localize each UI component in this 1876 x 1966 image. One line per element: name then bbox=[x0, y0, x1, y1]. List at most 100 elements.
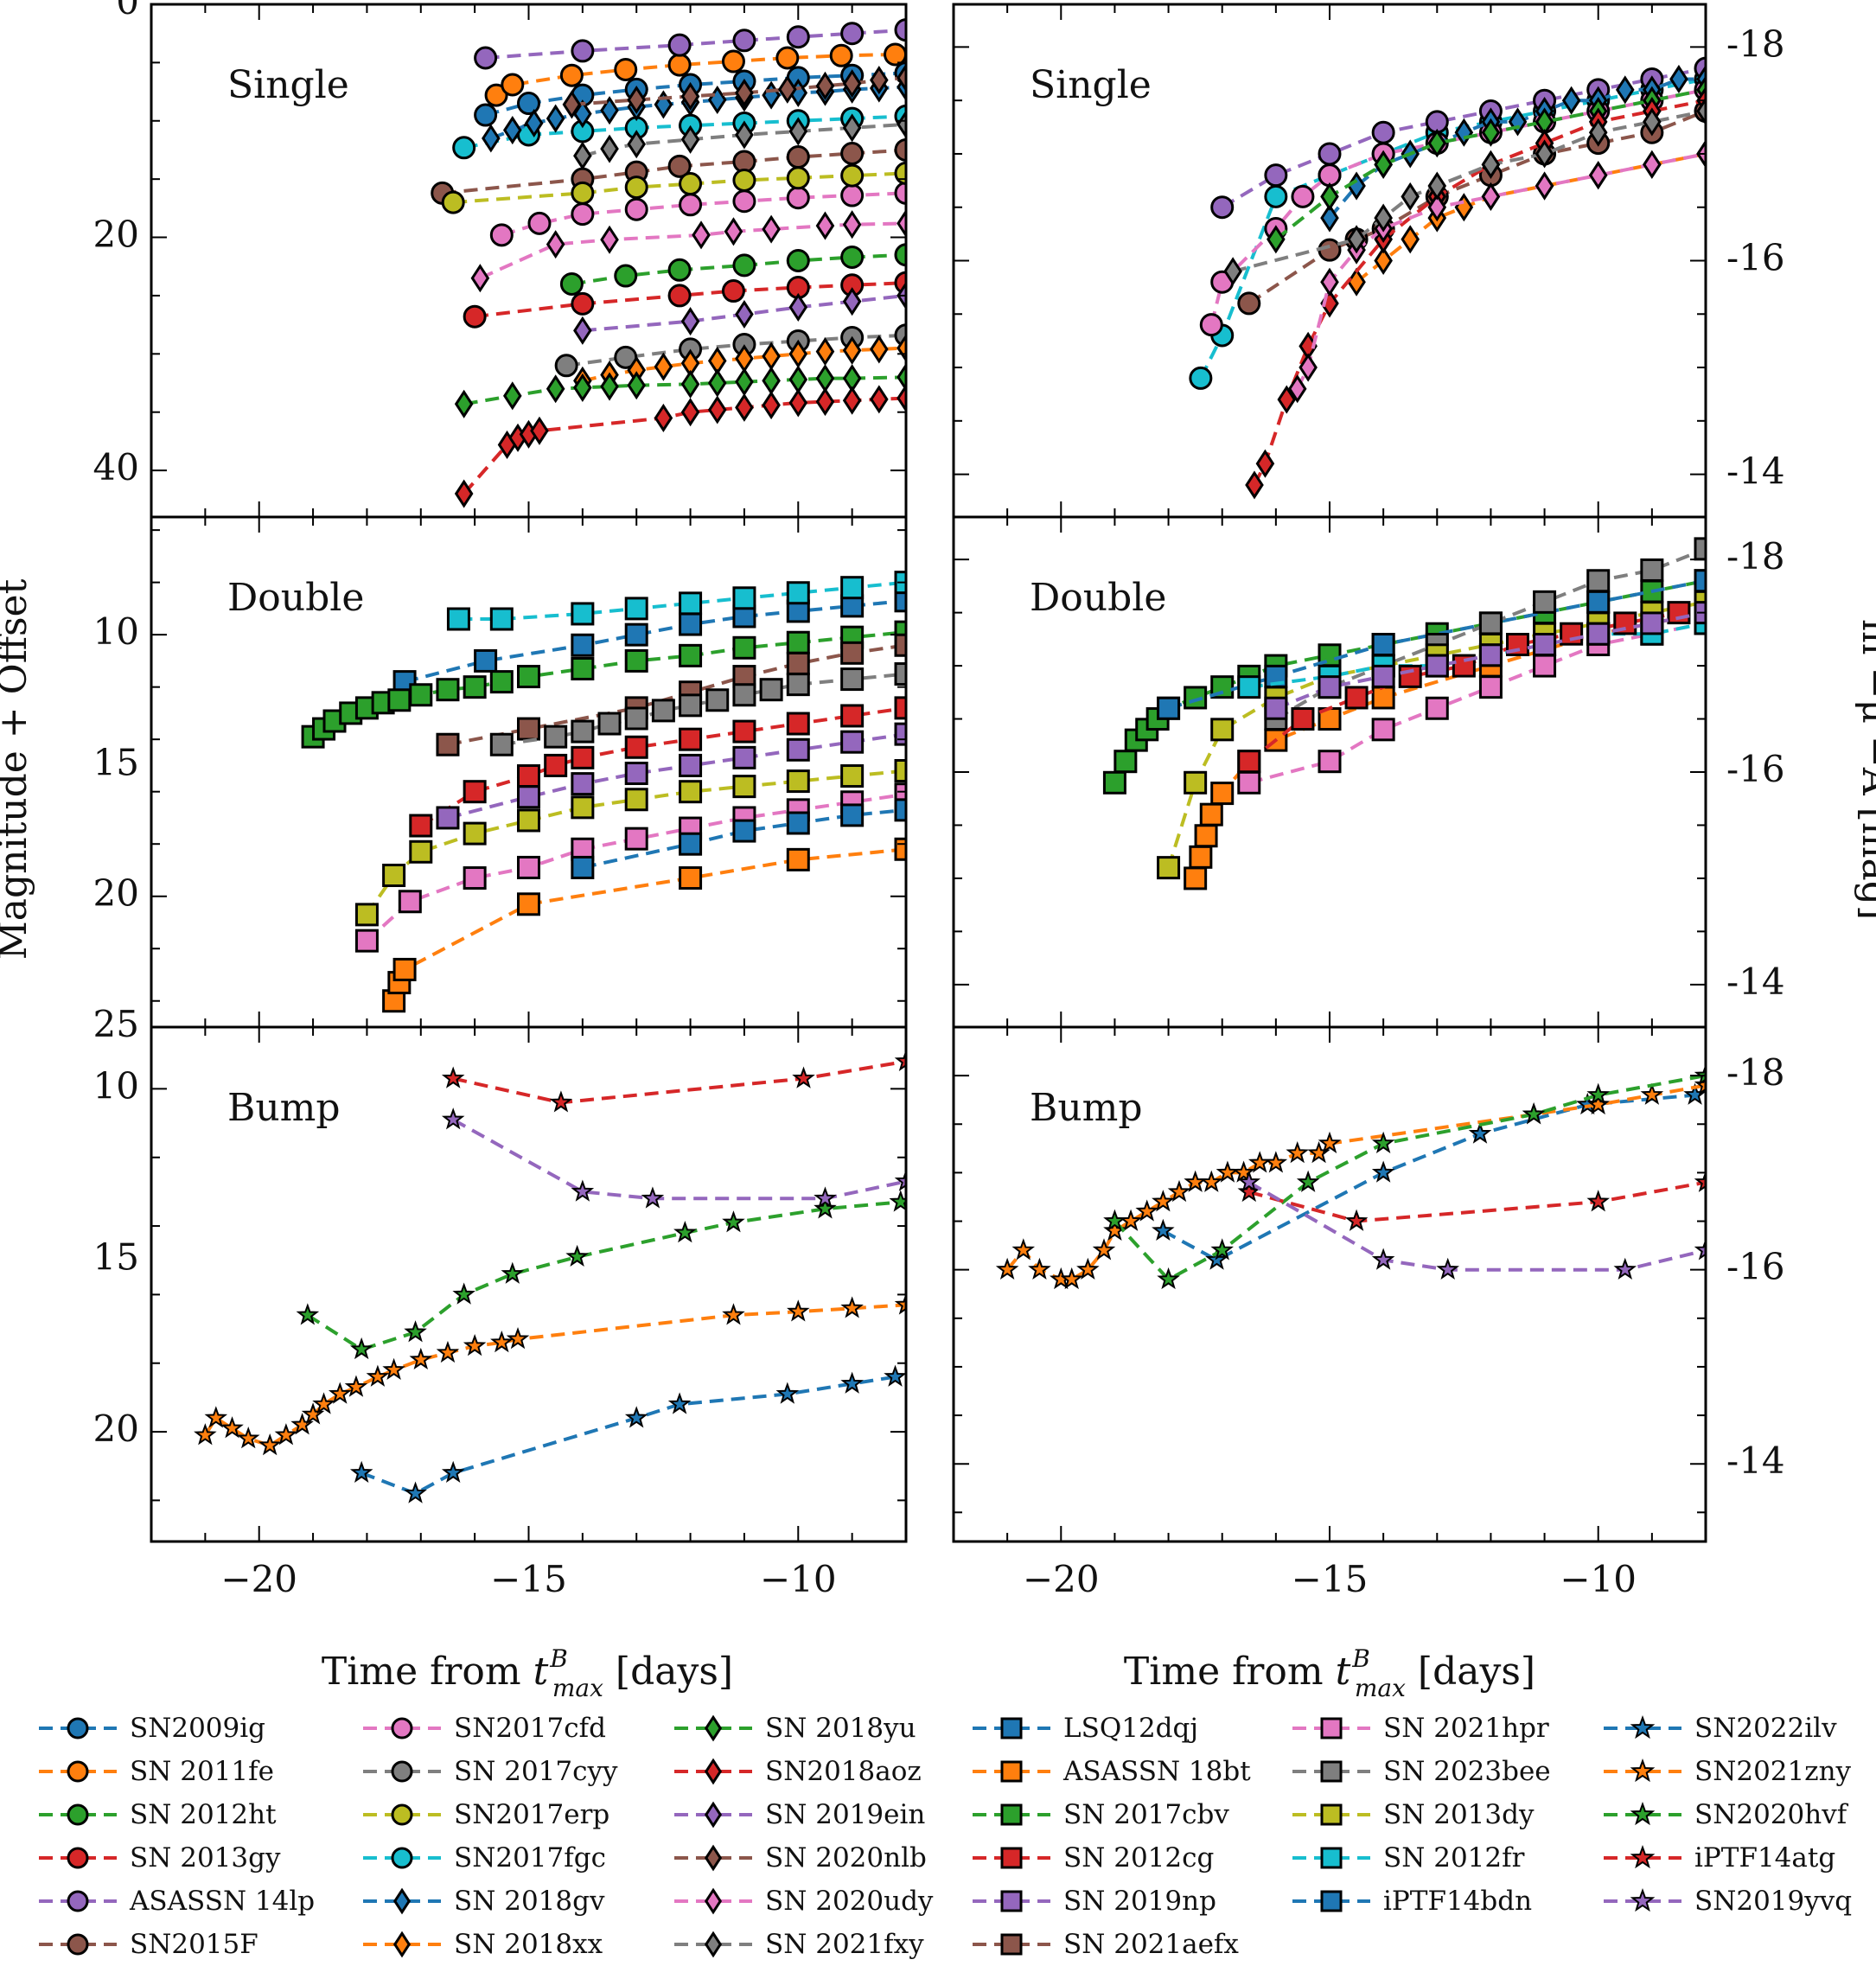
data-point bbox=[562, 90, 582, 119]
data-point bbox=[1189, 845, 1213, 869]
data-point bbox=[1374, 150, 1393, 179]
legend-marker bbox=[704, 1714, 723, 1742]
series-line bbox=[1113, 1074, 1706, 1282]
data-point bbox=[786, 25, 810, 49]
data-point bbox=[463, 821, 487, 846]
panels: 0 20 40 Single -18 -16 -14 Single 10 15 20 25 Double… bbox=[93, 0, 1785, 1600]
data-point bbox=[788, 117, 808, 146]
data-point bbox=[1694, 1238, 1706, 1261]
ticks bbox=[150, 3, 907, 517]
legend-label: SN2020hvf bbox=[1694, 1799, 1849, 1830]
legend-item: SN 2021hpr bbox=[1292, 1713, 1549, 1744]
data-point bbox=[705, 688, 730, 712]
data-point bbox=[842, 287, 862, 316]
legend-item: SN 2019ein bbox=[674, 1799, 925, 1830]
data-point bbox=[840, 163, 865, 188]
data-point bbox=[1103, 1209, 1126, 1231]
data-point bbox=[1533, 590, 1557, 614]
series-iptf14atg bbox=[441, 1049, 906, 1113]
data-point bbox=[463, 1333, 487, 1356]
data-point bbox=[786, 847, 810, 871]
y-tick-label: 40 bbox=[93, 446, 139, 488]
data-point bbox=[1028, 1257, 1051, 1280]
panel-label: Double bbox=[1030, 576, 1166, 620]
data-point bbox=[667, 258, 692, 282]
data-point bbox=[1613, 1257, 1637, 1280]
data-point bbox=[732, 189, 756, 214]
data-point bbox=[274, 1423, 298, 1446]
panel-label: Bump bbox=[227, 1086, 341, 1130]
legend-marker bbox=[67, 1933, 89, 1956]
data-point bbox=[571, 202, 595, 227]
data-point bbox=[679, 780, 703, 804]
data-point bbox=[1427, 129, 1447, 158]
data-point bbox=[735, 299, 754, 329]
data-point bbox=[1535, 139, 1554, 169]
legend-label: SN 2012cg bbox=[1063, 1842, 1214, 1873]
legend-marker bbox=[1630, 1887, 1656, 1912]
data-point bbox=[1401, 225, 1420, 254]
data-point bbox=[679, 591, 703, 616]
y-tick-label: 25 bbox=[93, 1003, 139, 1045]
data-point bbox=[680, 398, 700, 427]
data-point bbox=[573, 141, 592, 170]
data-point bbox=[775, 46, 800, 70]
data-point bbox=[1102, 770, 1126, 795]
data-point bbox=[1586, 1092, 1610, 1115]
data-point bbox=[571, 39, 595, 63]
series-sn-2019np bbox=[1264, 601, 1706, 720]
legend-marker bbox=[1630, 1714, 1656, 1739]
data-point bbox=[392, 957, 417, 981]
data-point bbox=[517, 855, 540, 879]
data-point bbox=[597, 712, 622, 736]
data-point bbox=[840, 803, 865, 827]
legend-item: SN 2021fxy bbox=[674, 1929, 924, 1960]
data-point bbox=[1588, 161, 1608, 190]
data-point bbox=[524, 108, 544, 138]
data-point bbox=[1586, 569, 1611, 593]
data-point bbox=[624, 735, 648, 759]
x-tick-label: −10 bbox=[1560, 1558, 1637, 1600]
data-point bbox=[624, 176, 648, 200]
data-point bbox=[573, 316, 592, 345]
x-tick-label: −20 bbox=[220, 1558, 297, 1600]
legend-marker bbox=[1320, 1847, 1343, 1869]
data-point bbox=[840, 245, 865, 269]
data-point bbox=[398, 890, 422, 914]
panel-label: Bump bbox=[1030, 1086, 1143, 1130]
data-point bbox=[762, 80, 781, 110]
data-point bbox=[815, 337, 835, 367]
data-point bbox=[786, 186, 810, 210]
legend-marker bbox=[1000, 1933, 1023, 1956]
series-sn2018aoz bbox=[454, 383, 906, 508]
data-point bbox=[1533, 654, 1557, 678]
plot-area bbox=[301, 571, 906, 1013]
data-point bbox=[1481, 182, 1501, 211]
legend-marker bbox=[1630, 1758, 1656, 1783]
legend-marker bbox=[1630, 1844, 1656, 1869]
data-point bbox=[565, 1244, 589, 1267]
data-point bbox=[680, 307, 700, 336]
data-point bbox=[328, 1382, 352, 1404]
panel-label: Single bbox=[1030, 63, 1152, 107]
data-point bbox=[517, 764, 540, 788]
data-point bbox=[667, 53, 692, 77]
legend-label: LSQ12dqj bbox=[1063, 1713, 1198, 1744]
legend-item: SN2021zny bbox=[1604, 1756, 1852, 1787]
legend-label: SN2017erp bbox=[454, 1799, 609, 1830]
series-line bbox=[452, 1059, 906, 1105]
data-point bbox=[1694, 569, 1706, 593]
series-asassn-18bt bbox=[382, 837, 906, 1013]
data-point bbox=[732, 253, 756, 278]
data-point bbox=[680, 124, 700, 154]
data-point bbox=[1237, 1179, 1261, 1203]
y-tick-label: -18 bbox=[1726, 22, 1785, 65]
data-point bbox=[1184, 686, 1208, 710]
y-tick-label: -16 bbox=[1726, 237, 1785, 279]
legend-item: SN2019yvq bbox=[1604, 1886, 1852, 1917]
ticks bbox=[953, 4, 1707, 517]
data-point bbox=[571, 633, 595, 657]
data-point bbox=[1318, 750, 1342, 774]
data-point bbox=[1481, 150, 1501, 179]
